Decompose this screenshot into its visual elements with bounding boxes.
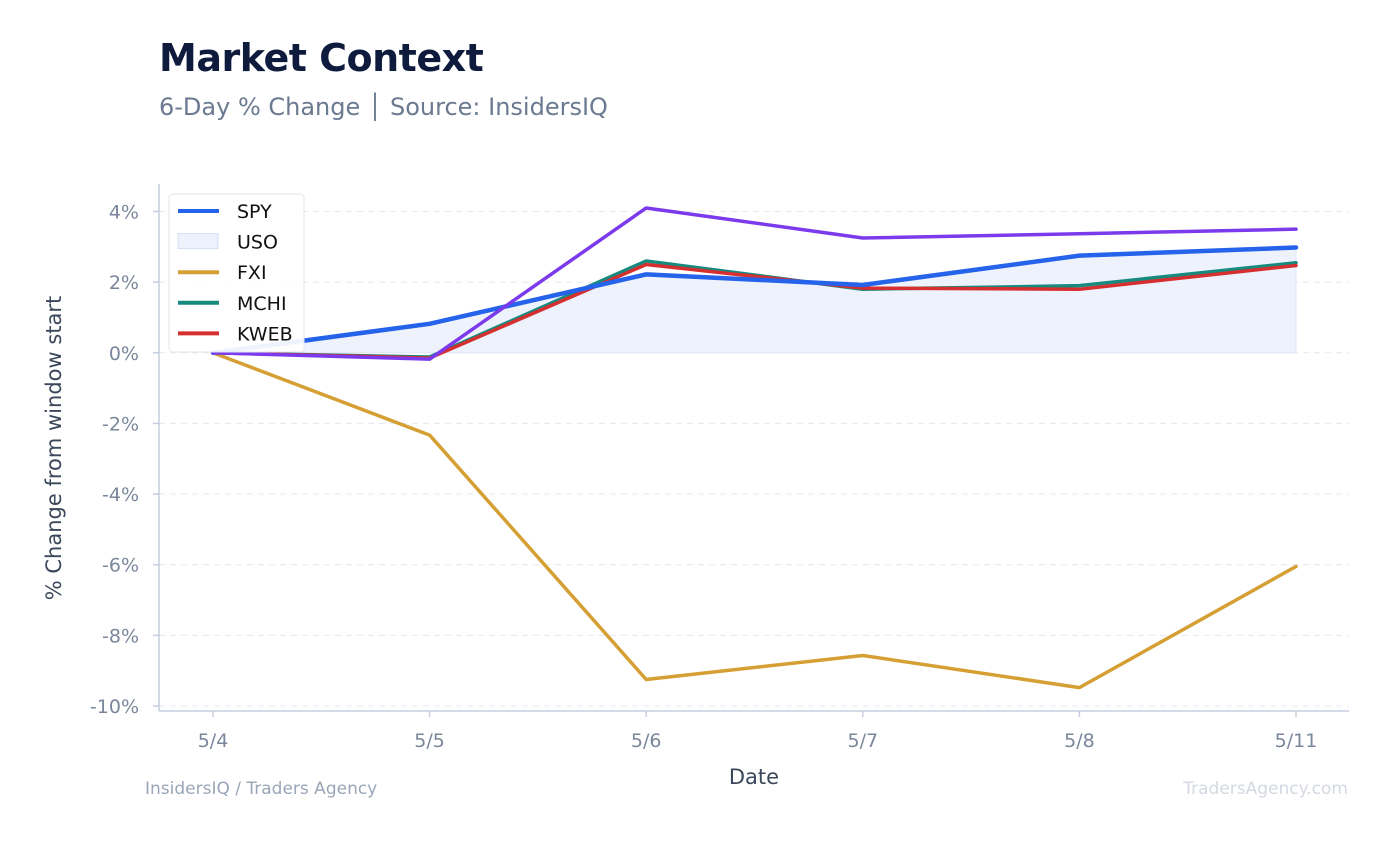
footer-watermark: TradersAgency.com	[1183, 779, 1348, 799]
legend-swatch-uso	[177, 233, 219, 250]
x-tick-label-2: 5/6	[631, 730, 662, 752]
area-fills	[212, 247, 1297, 354]
x-tick-label-0: 5/4	[198, 730, 229, 752]
y-axis-title: % Change from window start	[42, 296, 66, 601]
footer-credit: InsidersIQ / Traders Agency	[145, 779, 378, 799]
y-tick-label-1: 2%	[109, 272, 139, 294]
y-tick-label-0: 4%	[109, 202, 139, 224]
legend-label-kweb: KWEB	[237, 323, 293, 345]
axes	[158, 184, 1349, 712]
x-axis-ticks: 5/4 5/5 5/6 5/7 5/8 5/11	[198, 711, 1318, 752]
chart-title: Market Context	[159, 36, 484, 80]
x-tick-label-4: 5/8	[1064, 730, 1095, 752]
x-tick-label-1: 5/5	[414, 730, 445, 752]
series-line-uso	[211, 206, 1298, 361]
y-tick-label-5: -6%	[102, 555, 139, 577]
series-lines	[210, 206, 1299, 690]
y-tick-label-3: -2%	[102, 413, 139, 435]
y-tick-label-4: -4%	[102, 484, 139, 506]
x-tick-label-3: 5/7	[848, 730, 879, 752]
x-tick-label-5: 5/11	[1275, 730, 1318, 752]
y-tick-label-7: -10%	[90, 696, 139, 718]
legend: SPY USO FXI MCHI KWEB	[168, 193, 305, 353]
legend-label-spy: SPY	[237, 201, 272, 223]
series-line-spy	[210, 245, 1299, 356]
y-tick-label-6: -8%	[102, 625, 139, 647]
area-fill-uso	[212, 247, 1297, 354]
legend-label-uso: USO	[237, 232, 278, 254]
x-axis-title: Date	[729, 765, 779, 789]
legend-label-mchi: MCHI	[237, 293, 287, 315]
y-tick-label-2: 0%	[109, 343, 139, 365]
legend-label-fxi: FXI	[237, 262, 267, 284]
chart-subtitle: 6-Day % Change │ Source: InsidersIQ	[159, 93, 608, 121]
y-axis-ticks: 4% 2% 0% -2% -4% -6% -8% -10%	[90, 202, 159, 718]
series-line-fxi	[211, 351, 1298, 690]
